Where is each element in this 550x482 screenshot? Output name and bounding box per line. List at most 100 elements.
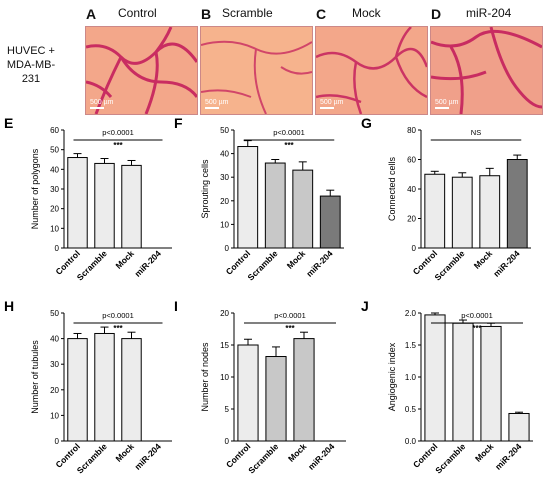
y-axis-label: Number of tubules (30, 340, 40, 414)
y-tick-label: 30 (50, 185, 59, 194)
category-label: Scramble (433, 248, 467, 282)
micrograph-image (316, 27, 427, 114)
y-tick-label: 0 (55, 437, 60, 446)
y-tick-label: 15 (220, 341, 229, 350)
y-axis-label: Sprouting cells (200, 159, 210, 219)
bar (121, 164, 142, 249)
bar (451, 176, 473, 249)
panel-title-mir204: miR-204 (466, 6, 512, 20)
p-value-label: p<0.0001 (102, 311, 134, 320)
scale-bar (435, 107, 449, 109)
p-value-label: NS (471, 128, 481, 137)
row-label-line-2: MDA-MB-231 (6, 59, 56, 85)
y-tick-label: 20 (50, 386, 59, 395)
panel-letter: J (361, 298, 369, 314)
category-label: Scramble (433, 441, 467, 475)
bar (508, 412, 530, 442)
category-label: Mock (285, 248, 308, 271)
significance-stars: *** (113, 141, 123, 150)
significance-stars: *** (284, 141, 294, 150)
bar (265, 356, 287, 442)
y-tick-label: 50 (220, 126, 229, 135)
y-tick-label: 0 (55, 244, 60, 253)
y-tick-label: 1.5 (405, 341, 417, 350)
category-label: miR-204 (304, 248, 335, 279)
y-tick-label: 5 (225, 405, 230, 414)
bar (94, 162, 115, 249)
bar (293, 338, 315, 442)
y-tick-label: 30 (50, 360, 59, 369)
y-tick-label: 20 (220, 197, 229, 206)
y-tick-label: 30 (220, 173, 229, 182)
y-tick-label: 0.5 (405, 405, 417, 414)
bar (237, 146, 259, 249)
panel-letter-b: B (201, 6, 212, 22)
y-tick-label: 50 (50, 309, 59, 318)
y-axis-label: Angiogenic index (387, 342, 397, 411)
y-tick-label: 1.0 (405, 373, 417, 382)
micrograph-image (201, 27, 312, 114)
bar (121, 338, 142, 442)
category-label: miR-204 (132, 441, 163, 472)
bar (319, 195, 341, 249)
significance-stars: *** (113, 324, 123, 333)
y-tick-label: 10 (220, 373, 229, 382)
y-tick-label: 10 (220, 220, 229, 229)
row-label-line-1: HUVEC + (7, 45, 55, 57)
y-tick-label: 2.0 (405, 309, 417, 318)
y-tick-label: 60 (407, 156, 416, 165)
micrograph-mir204: 500 µm (430, 26, 543, 115)
y-tick-label: 40 (220, 150, 229, 159)
y-tick-label: 50 (50, 146, 59, 155)
y-tick-label: 40 (407, 185, 416, 194)
panel-title-mock: Mock (352, 6, 381, 20)
category-label: Scramble (246, 441, 280, 475)
micrograph-mock: 500 µm (315, 26, 428, 115)
panel-letter-a: A (86, 6, 97, 22)
micrograph-image (86, 27, 197, 114)
significance-stars: *** (472, 324, 482, 333)
bar (480, 325, 502, 442)
category-label: Mock (113, 441, 136, 464)
category-label: Mock (113, 248, 136, 271)
category-label: miR-204 (132, 248, 163, 279)
y-tick-label: 40 (50, 335, 59, 344)
y-axis-label: Number of nodes (200, 342, 210, 412)
significance-stars: *** (285, 324, 295, 333)
y-tick-label: 40 (50, 165, 59, 174)
category-label: Scramble (75, 441, 109, 475)
micrograph-scramble: 500 µm (200, 26, 313, 115)
bar (237, 344, 259, 442)
bar (452, 322, 474, 442)
scale-bar-label: 500 µm (205, 99, 229, 106)
panel-letter: E (4, 115, 13, 131)
micrograph-image (431, 27, 542, 114)
y-tick-label: 20 (50, 205, 59, 214)
y-tick-label: 0 (225, 244, 230, 253)
y-tick-label: 60 (50, 126, 59, 135)
category-label: Scramble (246, 248, 280, 282)
panel-letter-c: C (316, 6, 327, 22)
category-label: Mock (286, 441, 309, 464)
bar (424, 173, 446, 249)
scale-bar-label: 500 µm (90, 99, 114, 106)
panel-letter: F (174, 115, 183, 131)
bar (67, 157, 88, 249)
y-tick-label: 10 (50, 224, 59, 233)
bar (94, 332, 115, 442)
category-label: miR-204 (493, 441, 524, 472)
y-tick-label: 20 (220, 309, 229, 318)
panel-letter-d: D (431, 6, 442, 22)
category-label: Mock (473, 441, 496, 464)
scale-bar (320, 107, 334, 109)
panel-letter: I (174, 298, 178, 314)
scale-bar (205, 107, 219, 109)
category-label: Scramble (75, 248, 109, 282)
y-axis-label: Connected cells (387, 156, 397, 221)
panel-letter: G (361, 115, 372, 131)
micrograph-control: 500 µm (85, 26, 198, 115)
bar (424, 314, 446, 442)
p-value-label: p<0.0001 (273, 128, 305, 137)
category-label: miR-204 (491, 248, 522, 279)
scale-bar-label: 500 µm (320, 99, 344, 106)
